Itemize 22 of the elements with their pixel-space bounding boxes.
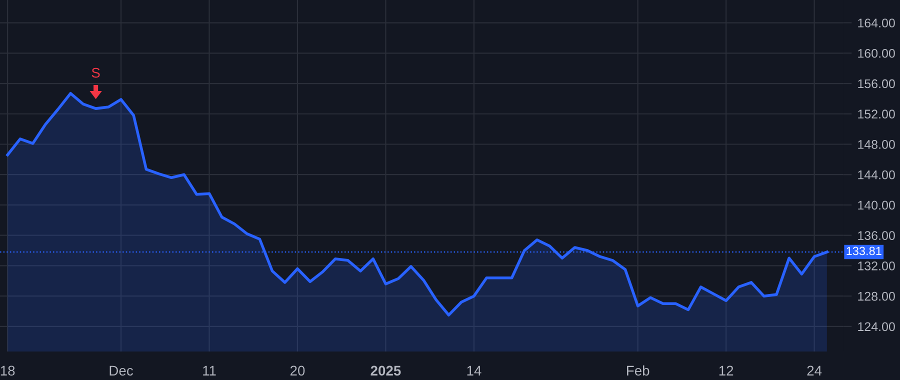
annotation: S [92, 68, 100, 78]
y-tick-label: 156.00 [858, 79, 895, 88]
y-tick-label: 136.00 [858, 231, 895, 240]
ref-line-label: 133.81 [846, 246, 882, 256]
x-tick-label: 24 [807, 366, 822, 376]
x-tick-label: 18 [0, 366, 15, 376]
x-tick-label: 11 [203, 366, 216, 376]
y-tick-label: 140.00 [858, 200, 895, 210]
y-tick-label: 124.00 [858, 322, 895, 332]
x-tick-label: 20 [290, 366, 305, 376]
y-tick-label: 132.00 [858, 262, 895, 270]
x-tick-label: Feb [627, 365, 650, 376]
y-tick-label: 152.00 [858, 110, 895, 119]
y-tick-label: 144.00 [858, 170, 895, 180]
y-tick-label: 164.00 [858, 18, 895, 28]
y-tick-label: 160.00 [858, 48, 895, 58]
y-tick-label: 128.00 [858, 292, 895, 301]
y-tick-label: 148.00 [858, 140, 895, 149]
x-tick-label: Dec [110, 366, 133, 376]
x-tick-label: 14 [467, 366, 482, 376]
x-tick-label: 12 [719, 366, 734, 376]
x-tick-label: 2025 [370, 366, 401, 376]
